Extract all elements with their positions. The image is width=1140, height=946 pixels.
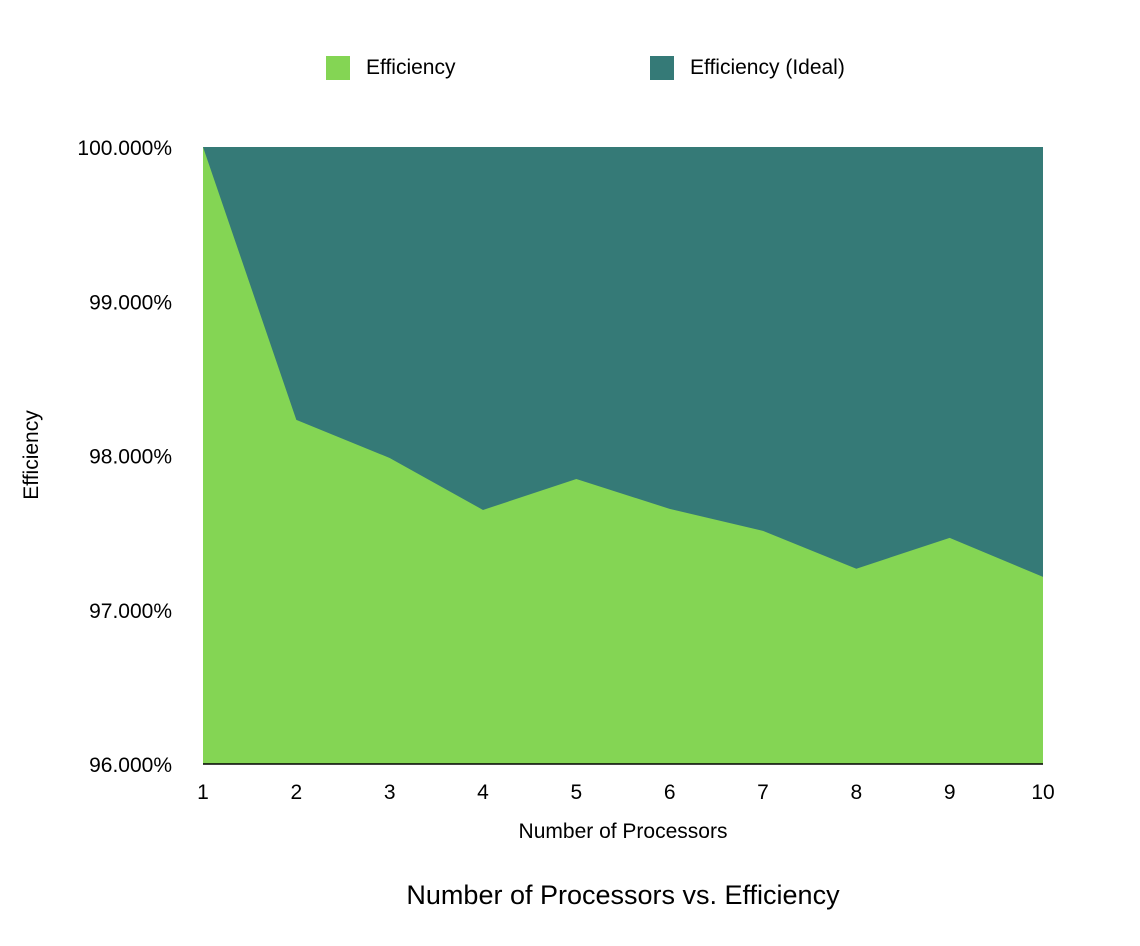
y-tick-label: 100.000% <box>77 137 172 160</box>
x-tick-label: 6 <box>664 781 676 804</box>
legend-item-efficiency: Efficiency <box>326 56 456 80</box>
x-tick-label: 3 <box>384 781 396 804</box>
x-tick-label: 2 <box>290 781 302 804</box>
x-tick-label: 8 <box>850 781 862 804</box>
x-tick-label: 4 <box>477 781 489 804</box>
x-tick-label: 10 <box>1031 781 1054 804</box>
x-axis-label: Number of Processors <box>518 820 728 843</box>
y-tick-label: 96.000% <box>89 754 172 777</box>
y-tick-label: 97.000% <box>89 600 172 623</box>
chart-title: Number of Processors vs. Efficiency <box>406 880 840 910</box>
x-tick-label: 1 <box>197 781 209 804</box>
legend-label: Efficiency <box>366 56 456 79</box>
y-tick-label: 98.000% <box>89 446 172 469</box>
x-tick-label: 7 <box>757 781 769 804</box>
y-axis-label: Efficiency <box>20 410 43 500</box>
legend-swatch-efficiency <box>326 56 350 80</box>
x-tick-label: 9 <box>944 781 956 804</box>
area-series-efficiency <box>203 147 1043 764</box>
y-tick-label: 99.000% <box>89 291 172 314</box>
legend-item-efficiency-ideal: Efficiency (Ideal) <box>650 56 845 80</box>
x-tick-label: 5 <box>570 781 582 804</box>
legend-label: Efficiency (Ideal) <box>690 56 845 79</box>
legend-swatch-efficiency-ideal <box>650 56 674 80</box>
